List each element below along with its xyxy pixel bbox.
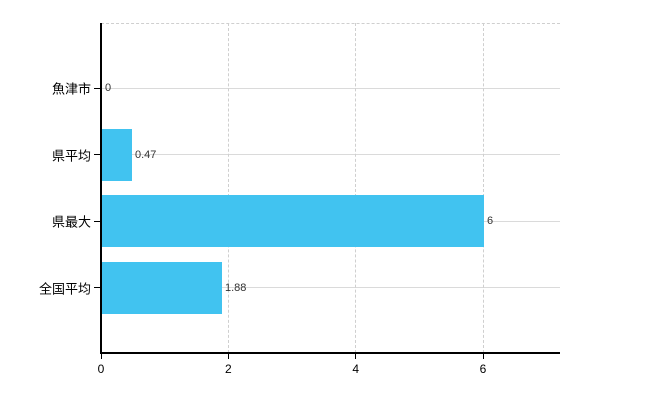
x-axis — [100, 352, 560, 354]
category-label: 県平均 — [51, 148, 91, 164]
y-tick-mark — [94, 87, 100, 89]
x-tick-mark — [355, 353, 357, 359]
x-tick-mark — [227, 353, 229, 359]
category-label: 全国平均 — [38, 281, 91, 297]
bar — [102, 129, 132, 181]
x-tick-label: 4 — [352, 362, 359, 376]
x-tick-mark — [482, 353, 484, 359]
bar-value-label: 6 — [487, 215, 494, 228]
x-tick-mark — [100, 353, 102, 359]
y-tick-mark — [94, 287, 100, 289]
x-tick-label: 0 — [97, 362, 105, 376]
bar-value-label: 0.47 — [135, 148, 157, 161]
bar — [102, 262, 222, 314]
horizontal-gridline — [101, 87, 560, 89]
horizontal-gridline — [101, 287, 560, 289]
vertical-gridline — [355, 23, 357, 353]
bar-value-label: 1.88 — [225, 281, 247, 294]
horizontal-gridline — [101, 154, 560, 156]
vertical-gridline — [482, 23, 484, 353]
x-tick-label: 2 — [224, 362, 232, 376]
bar — [102, 195, 484, 247]
vertical-gridline — [227, 23, 229, 353]
y-axis — [100, 23, 102, 354]
bar-value-label: 0 — [105, 82, 112, 95]
plot-top-border — [101, 23, 560, 24]
y-tick-mark — [94, 220, 100, 222]
category-label: 魚津市 — [51, 81, 91, 97]
category-label: 県最大 — [51, 214, 91, 230]
y-tick-mark — [94, 154, 100, 156]
x-tick-label: 6 — [479, 362, 487, 376]
